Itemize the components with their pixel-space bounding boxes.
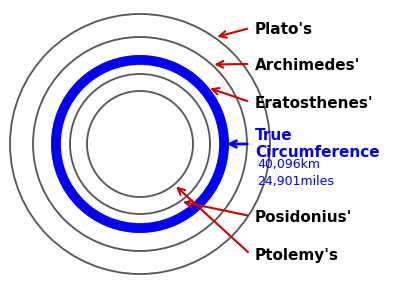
Text: Posidonius': Posidonius' xyxy=(255,210,352,225)
Text: Archimedes': Archimedes' xyxy=(255,58,360,73)
Text: Plato's: Plato's xyxy=(255,22,313,37)
Text: Ptolemy's: Ptolemy's xyxy=(255,248,339,263)
Text: True
Circumference: True Circumference xyxy=(255,128,380,160)
Text: 40,096km
24,901miles: 40,096km 24,901miles xyxy=(257,158,334,188)
Text: Eratosthenes': Eratosthenes' xyxy=(255,96,374,111)
